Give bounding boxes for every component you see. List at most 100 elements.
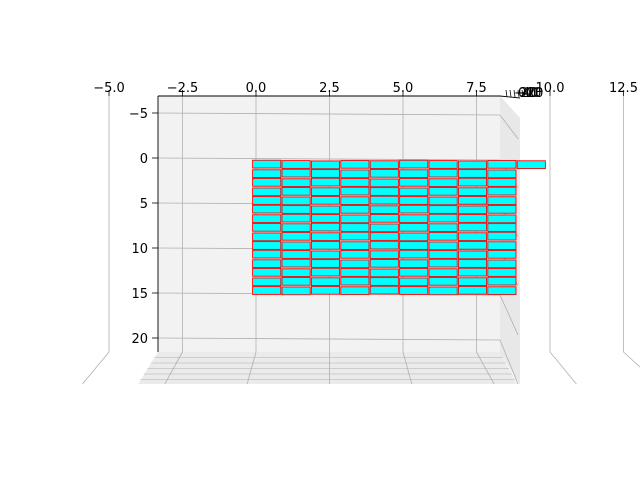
x-floor-gridline — [623, 351, 640, 368]
bar-cell — [428, 186, 458, 196]
bar-cell — [399, 177, 429, 187]
bar-cell — [399, 187, 429, 197]
z-tick — [509, 89, 512, 98]
x-tick-label: 10.0 — [536, 81, 565, 96]
tick-labels: −5.0−2.50.02.55.07.510.012.515.0−5051015… — [93, 81, 638, 347]
bar-cell — [487, 186, 517, 196]
bar-cell — [310, 222, 341, 232]
y-tick-label: 15 — [131, 287, 148, 302]
x-tick-label: −5.0 — [93, 81, 125, 96]
bar-cell — [487, 268, 517, 277]
bar-cell — [428, 241, 458, 251]
bar-cell — [428, 268, 458, 278]
bar-cell — [399, 286, 429, 295]
bar-cell — [310, 267, 341, 277]
bar-cell — [457, 222, 488, 232]
bar-cell — [281, 205, 311, 214]
bar-cell — [457, 187, 488, 197]
bar-cell — [252, 204, 282, 214]
bar-cell — [428, 276, 458, 286]
bar-cell — [457, 240, 488, 250]
y-gridline — [157, 337, 501, 341]
bar-cell — [310, 177, 341, 187]
bar-cell — [252, 241, 282, 250]
x-tick-label: 2.5 — [319, 81, 340, 96]
bar-cell — [369, 160, 399, 170]
bar-cell — [281, 268, 311, 278]
bar-cell — [340, 241, 370, 251]
z-tick — [513, 89, 516, 98]
bar-cell — [399, 196, 429, 205]
z-tick-label: −40 — [514, 86, 541, 101]
bar-cell — [340, 186, 370, 196]
bar-cell — [487, 214, 517, 224]
bar-cell — [516, 160, 546, 170]
bar-cell — [487, 223, 517, 232]
bar-cell — [487, 159, 517, 169]
bar-cell — [340, 249, 370, 259]
bar-cell — [399, 169, 429, 179]
y-tick-label: 5 — [140, 197, 148, 212]
bar-cell — [399, 241, 429, 250]
bar-cell — [340, 204, 370, 214]
bar-cell — [399, 259, 429, 269]
bar-cell — [310, 160, 341, 170]
bar-cell — [281, 250, 311, 259]
bar-cell — [399, 204, 429, 214]
bar-cell — [281, 196, 311, 206]
y-tick-label: 0 — [140, 152, 148, 167]
y-tick-label: −5 — [129, 107, 148, 122]
bar-cell — [252, 214, 282, 224]
bar-cell — [281, 213, 311, 223]
bar-cell — [457, 214, 488, 223]
bar-cell — [487, 259, 517, 269]
bar-cell — [487, 196, 517, 206]
bar-cell — [281, 186, 311, 196]
bar-cell — [281, 223, 311, 233]
z-tick-label: 0 — [518, 86, 526, 101]
bar-cell — [340, 231, 370, 241]
bar-cell — [399, 277, 429, 287]
bar-cell — [252, 187, 282, 197]
bar-cell — [340, 276, 370, 286]
bar-cell — [369, 205, 399, 215]
z-tick-label: 40 — [522, 86, 539, 101]
x-tick-label: 7.5 — [466, 81, 487, 96]
bar-cell — [487, 169, 517, 179]
bar-cell — [487, 231, 517, 241]
bar-cell — [369, 168, 399, 178]
bar-cell — [369, 223, 399, 233]
bar-cell — [252, 259, 282, 269]
bar-cell — [281, 231, 311, 241]
z-tick-label: −20 — [516, 86, 543, 101]
bar-cell — [310, 214, 341, 223]
y-gridline — [157, 112, 501, 116]
bar-cell — [340, 286, 370, 296]
bar-cell — [281, 276, 311, 286]
x-floor-gridline — [549, 351, 577, 385]
bar-cell — [457, 205, 488, 215]
bar-cell — [428, 223, 458, 233]
bar-cell — [369, 268, 399, 278]
bar-cell — [487, 241, 517, 251]
bar-cell — [340, 223, 370, 232]
bar-cell — [252, 159, 282, 169]
y-side-gridline — [499, 339, 519, 385]
bar-cell — [487, 286, 517, 296]
bar-cell — [487, 178, 517, 187]
bar-cell — [399, 222, 429, 232]
bar-cell — [281, 241, 311, 251]
bar-cell — [457, 259, 488, 268]
bar-cell — [457, 250, 488, 260]
bar-cell — [369, 258, 399, 268]
bar-cell — [281, 258, 311, 268]
bar-cell — [428, 205, 458, 214]
bar-cell — [340, 159, 370, 169]
bar-cell — [428, 168, 458, 178]
bar-cell — [310, 259, 341, 268]
bar-cell — [457, 177, 488, 187]
bar-cell — [457, 195, 488, 205]
bar-cell — [310, 250, 341, 260]
x-tick-label: 0.0 — [246, 81, 267, 96]
